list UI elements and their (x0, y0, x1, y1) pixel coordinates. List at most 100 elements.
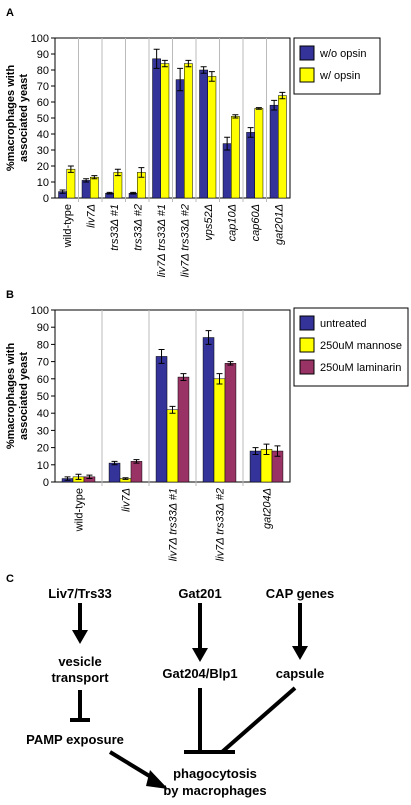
node: Gat204/Blp1 (162, 666, 237, 681)
y-tick-label: 90 (37, 322, 49, 334)
error-bar (161, 59, 168, 68)
y-tick-label: 0 (43, 477, 49, 489)
bar (207, 76, 217, 199)
error-bar (216, 373, 223, 385)
y-tick-label: 40 (37, 408, 49, 420)
y-tick-label: 90 (37, 49, 49, 61)
legend-label: 250uM mannose (320, 340, 402, 352)
y-tick-label: 50 (37, 391, 49, 403)
error-bar (271, 99, 278, 111)
node: phagocytosis (173, 766, 257, 781)
error-bar (180, 373, 187, 382)
error-bar (83, 178, 90, 183)
error-bar (247, 127, 254, 138)
error-bar (75, 473, 82, 480)
x-tick-label: wild-type (74, 488, 86, 532)
bar (231, 116, 240, 199)
bar (224, 363, 237, 483)
y-tick-label: 60 (37, 97, 49, 109)
bar (249, 450, 262, 483)
node: capsule (276, 666, 324, 681)
x-tick-label: liv7Δ trs33Δ #2 (179, 204, 191, 277)
y-tick-label: 100 (31, 33, 49, 45)
bar (166, 409, 179, 483)
x-tick-label: trs33Δ #2 (132, 204, 144, 251)
y-tick-label: 20 (37, 161, 49, 173)
legend-label: w/o opsin (319, 48, 366, 60)
bar (246, 132, 255, 199)
bar (175, 79, 185, 199)
node: PAMP exposure (26, 732, 124, 747)
bar (213, 378, 226, 483)
legend-label: w/ opsin (319, 70, 360, 82)
x-tick-label: wild-type (62, 204, 74, 248)
error-bar (111, 460, 118, 466)
error-bar (122, 477, 129, 480)
error-bar (224, 136, 231, 151)
y-tick-label: 30 (37, 145, 49, 157)
error-bar (64, 476, 71, 481)
bar (108, 462, 121, 483)
error-bar (263, 443, 270, 455)
node: transport (51, 670, 109, 685)
node: vesicle (58, 654, 101, 669)
legend-swatch (299, 45, 315, 61)
error-bar (205, 330, 212, 345)
error-bar (227, 361, 234, 366)
x-tick-label: liv7Δ trs33Δ #1 (168, 488, 180, 561)
y-axis-label: associated yeast (18, 74, 30, 162)
legend-label: 250uM laminarin (320, 362, 401, 374)
panel-label: A (6, 7, 14, 19)
error-bar (208, 71, 215, 82)
error-bar (232, 114, 239, 119)
error-bar (252, 447, 259, 455)
error-bar (279, 91, 286, 100)
panel-label: C (6, 573, 14, 585)
bar (184, 63, 193, 199)
y-tick-label: 40 (37, 129, 49, 141)
y-tick-label: 10 (37, 177, 49, 189)
panel-label: B (6, 289, 14, 301)
bar (202, 337, 215, 483)
y-tick-label: 70 (37, 357, 49, 369)
bar (155, 356, 168, 483)
bar (222, 143, 232, 199)
bar (81, 180, 91, 199)
bar (160, 63, 170, 199)
node: Gat201 (178, 586, 221, 601)
x-tick-label: cap10Δ (226, 204, 238, 241)
error-bar (158, 349, 165, 364)
error-bar (200, 66, 207, 74)
x-tick-label: gat201Δ (273, 204, 285, 245)
diagram-arrows (70, 603, 308, 789)
y-axis-label: %macrophages with (5, 343, 17, 450)
bar (66, 168, 76, 199)
y-tick-label: 0 (43, 193, 49, 205)
bar (177, 376, 190, 483)
bar (199, 69, 208, 199)
y-tick-label: 30 (37, 425, 49, 437)
legend-swatch (299, 359, 315, 375)
x-tick-label: liv7Δ trs33Δ #1 (156, 204, 168, 277)
y-tick-label: 50 (37, 113, 49, 125)
error-bar (114, 168, 121, 177)
y-tick-label: 60 (37, 374, 49, 386)
bar (90, 176, 99, 199)
error-bar (138, 167, 145, 178)
y-tick-label: 10 (37, 460, 49, 472)
node: CAP genes (266, 586, 334, 601)
error-bar (67, 165, 74, 173)
y-tick-label: 80 (37, 65, 49, 77)
y-tick-label: 20 (37, 443, 49, 455)
y-axis-label: %macrophages with (5, 65, 17, 172)
error-bar (133, 459, 140, 464)
x-tick-label: liv7Δ trs33Δ #2 (215, 488, 227, 561)
node: Liv7/Trs33 (48, 586, 112, 601)
error-bar (106, 191, 113, 195)
y-tick-label: 100 (31, 305, 49, 317)
legend-swatch (299, 67, 315, 83)
node: by macrophages (163, 783, 266, 798)
x-tick-label: cap60Δ (250, 204, 262, 241)
error-bar (274, 445, 281, 457)
